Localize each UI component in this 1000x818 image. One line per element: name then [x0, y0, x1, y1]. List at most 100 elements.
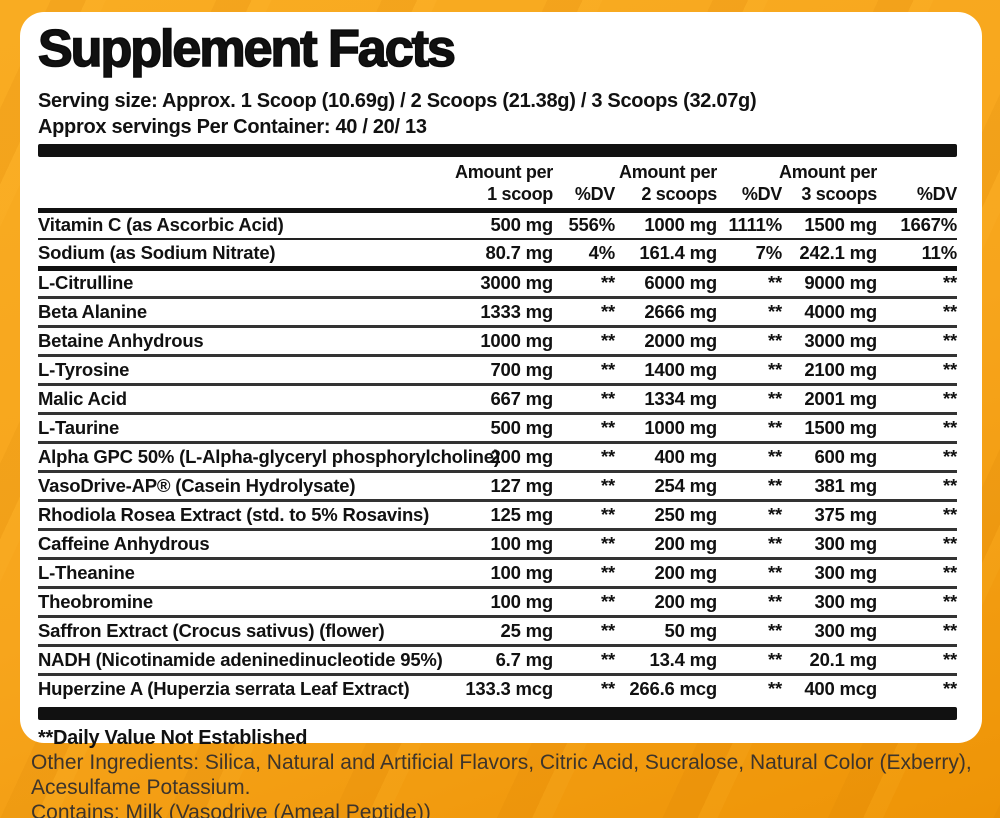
ingredient-value: 1333 mg — [456, 295, 553, 327]
ingredient-value: 1500 mg — [804, 214, 877, 236]
ingredient-value: 1000 mg — [615, 411, 717, 443]
ingredient-value: ** — [717, 585, 782, 617]
ingredient-name: L-Theanine — [38, 556, 456, 588]
ingredient-value: ** — [717, 324, 782, 356]
header-dv-2: %DV — [741, 183, 782, 204]
ingredient-value: 2001 mg — [782, 382, 877, 414]
ingredient-value: ** — [877, 614, 957, 646]
ingredient-value: 133.3 mcg — [456, 672, 553, 704]
table-row: Betaine Anhydrous 1000 mg ** 2000 mg ** 3000 … — [38, 324, 957, 356]
ingredient-value: 2100 mg — [782, 353, 877, 385]
ingredient-value: 6000 mg — [615, 265, 717, 298]
ingredient-value: 400 mg — [615, 440, 717, 472]
header-amount-3-scoops: Amount per 3 scoops — [779, 161, 877, 204]
table-row: Sodium (as Sodium Nitrate) 80.7 mg 4% 161.4… — [38, 238, 957, 269]
header-empty-cell — [38, 159, 456, 211]
ingredient-value: ** — [877, 382, 957, 414]
header-dv-3: %DV — [916, 183, 957, 204]
ingredient-name: Malic Acid — [38, 382, 456, 414]
ingredient-name: NADH (Nicotinamide adeninedinucleotide 9… — [38, 643, 456, 675]
ingredient-value: ** — [717, 382, 782, 414]
ingredient-value: 500 mg — [456, 411, 553, 443]
ingredient-value: ** — [553, 556, 615, 588]
ingredient-value: 125 mg — [456, 498, 553, 530]
table-row: Saffron Extract (Crocus sativus) (flower… — [38, 614, 957, 646]
facts-table: Amount per 1 scoop %DV Amount per 2 scoo… — [38, 159, 957, 704]
ingredient-value: 375 mg — [782, 498, 877, 530]
ingredient-value: ** — [877, 556, 957, 588]
ingredient-name: Rhodiola Rosea Extract (std. to 5% Rosav… — [38, 498, 456, 530]
ingredient-value: ** — [877, 498, 957, 530]
serving-size-line: Serving size: Approx. 1 Scoop (10.69g) /… — [38, 89, 757, 112]
header-amount-1-scoop: Amount per 1 scoop — [455, 161, 553, 204]
ingredient-value: 2000 mg — [615, 324, 717, 356]
ingredient-value: 50 mg — [615, 614, 717, 646]
header-dv-1: %DV — [574, 183, 615, 204]
ingredient-value: ** — [553, 324, 615, 356]
facts-table-header: Amount per 1 scoop %DV Amount per 2 scoo… — [38, 159, 957, 211]
ingredient-value: 3000 mg — [456, 265, 553, 298]
ingredient-value: 667 mg — [456, 382, 553, 414]
ingredient-value: 2666 mg — [615, 295, 717, 327]
ingredient-value: 3000 mg — [782, 324, 877, 356]
servings-per-container-line: Approx servings Per Container: 40 / 20/ … — [38, 115, 427, 138]
ingredient-value: 127 mg — [456, 469, 553, 501]
ingredient-value: 100 mg — [456, 585, 553, 617]
ingredient-value: ** — [877, 324, 957, 356]
ingredient-value: 600 mg — [782, 440, 877, 472]
ingredient-value: 161.4 mg — [615, 238, 717, 269]
ingredient-value: ** — [553, 440, 615, 472]
ingredient-value: 200 mg — [615, 527, 717, 559]
ingredient-value: 4000 mg — [782, 295, 877, 327]
ingredient-name: Beta Alanine — [38, 295, 456, 327]
ingredient-value: 100 mg — [456, 527, 553, 559]
ingredient-value: ** — [553, 295, 615, 327]
ingredient-value: ** — [553, 382, 615, 414]
ingredient-value: ** — [553, 585, 615, 617]
table-row: Beta Alanine 1333 mg ** 2666 mg ** 4000 mg ** — [38, 295, 957, 327]
ingredient-value: ** — [717, 672, 782, 704]
supplement-facts-card: Supplement Facts Serving size: Approx. 1… — [20, 12, 982, 749]
ingredient-value: 11% — [877, 238, 957, 269]
ingredient-value: 300 mg — [782, 614, 877, 646]
ingredient-name: Caffeine Anhydrous — [38, 527, 456, 559]
ingredient-name: L-Taurine — [38, 411, 456, 443]
table-row: L-Taurine 500 mg ** 1000 mg ** 1500 mg ** — [38, 411, 957, 443]
daily-value-footnote: **Daily Value Not Established — [38, 727, 308, 750]
table-row: Malic Acid 667 mg ** 1334 mg ** 2001 mg ** — [38, 382, 957, 414]
ingredient-value: ** — [553, 353, 615, 385]
ingredient-value: 20.1 mg — [782, 643, 877, 675]
ingredient-value: 400 mcg — [782, 672, 877, 704]
ingredient-name: Saffron Extract (Crocus sativus) (flower… — [38, 614, 456, 646]
table-row: Vitamin C (as Ascorbic Acid) 500 mg 556% 10… — [38, 210, 957, 239]
ingredient-value: 556% — [568, 214, 615, 236]
ingredient-value: ** — [553, 643, 615, 675]
ingredient-value: ** — [717, 440, 782, 472]
ingredient-name: Betaine Anhydrous — [38, 324, 456, 356]
ingredient-value: 1000 mg — [644, 214, 717, 236]
ingredient-value: 200 mg — [615, 585, 717, 617]
ingredient-value: ** — [717, 498, 782, 530]
table-row: Rhodiola Rosea Extract (std. to 5% Rosav… — [38, 498, 957, 530]
table-row: NADH (Nicotinamide adeninedinucleotide 9… — [38, 643, 957, 675]
ingredient-value: ** — [877, 585, 957, 617]
table-row: L-Tyrosine 700 mg ** 1400 mg ** 2100 mg ** — [38, 353, 957, 385]
facts-table-body: Vitamin C (as Ascorbic Acid) 500 mg 556% 10… — [38, 210, 957, 704]
ingredient-value: ** — [553, 527, 615, 559]
ingredient-value: ** — [717, 295, 782, 327]
ingredient-value: 254 mg — [615, 469, 717, 501]
ingredient-value: ** — [717, 411, 782, 443]
bottom-divider-bar — [38, 707, 957, 721]
serving-info: Serving size: Approx. 1 Scoop (10.69g) /… — [38, 88, 957, 140]
table-row: Caffeine Anhydrous 100 mg ** 200 mg ** 300 mg… — [38, 527, 957, 559]
ingredient-value: 80.7 mg — [456, 238, 553, 269]
table-row: Theobromine 100 mg ** 200 mg ** 300 mg ** — [38, 585, 957, 617]
ingredient-value: ** — [717, 469, 782, 501]
ingredient-value: 200 mg — [456, 440, 553, 472]
ingredient-value: ** — [877, 353, 957, 385]
ingredient-name: Theobromine — [38, 585, 456, 617]
ingredient-value: 242.1 mg — [782, 238, 877, 269]
other-ingredients-line: Other Ingredients: Silica, Natural and A… — [31, 751, 972, 774]
ingredient-name: L-Citrulline — [38, 265, 456, 298]
ingredient-value: ** — [877, 440, 957, 472]
